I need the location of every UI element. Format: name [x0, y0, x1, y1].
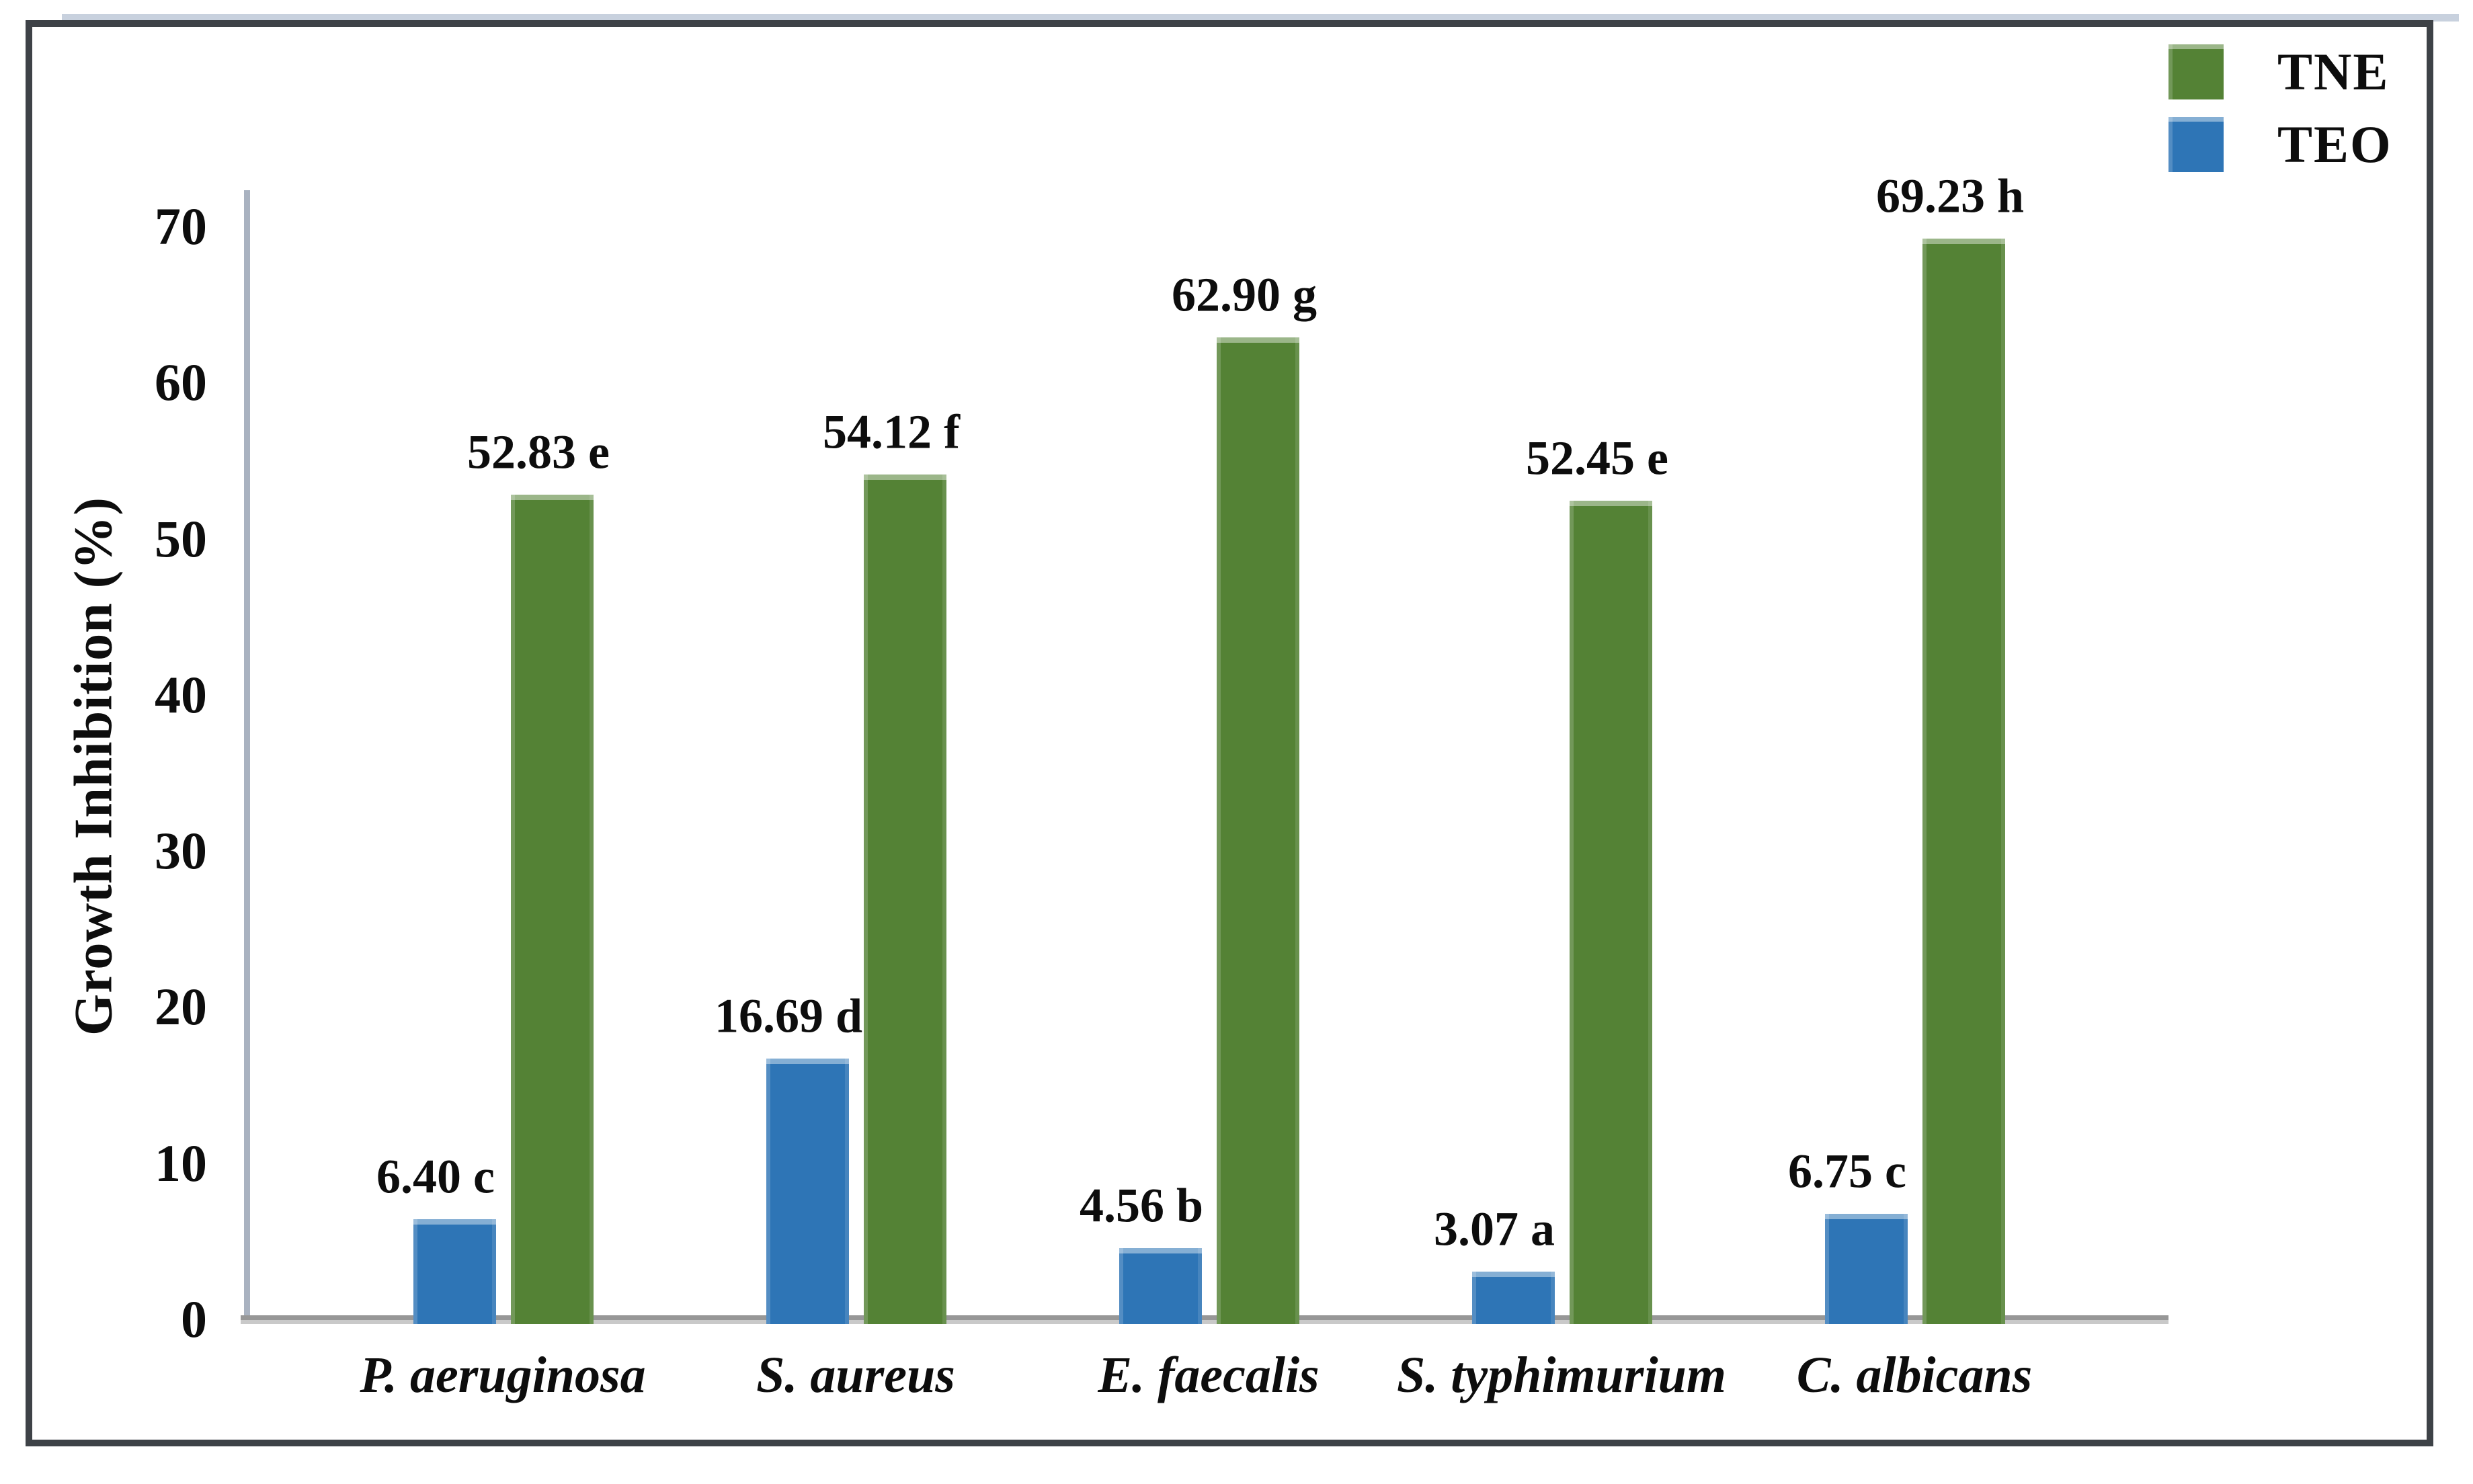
y-tick-label: 30: [155, 821, 207, 880]
y-tick-label: 0: [181, 1290, 207, 1348]
legend-swatch-tne-icon: [2168, 44, 2224, 99]
bar-teo: [1119, 1248, 1202, 1324]
y-tick-label: 70: [155, 197, 207, 255]
category-label: S. aureus: [756, 1347, 955, 1403]
legend-item-teo: TEO: [2168, 117, 2392, 172]
bar-tne: [1569, 500, 1652, 1324]
chart-frame-border: [26, 20, 2433, 1446]
category-label: E. faecalis: [1098, 1347, 1320, 1403]
bar-value-label-tne: 54.12 f: [823, 405, 960, 459]
bar-value-label-teo: 4.56 b: [1079, 1178, 1204, 1233]
x-axis-line: [241, 1315, 2168, 1324]
y-axis-title: Growth Inhibition (%): [64, 497, 124, 1036]
y-tick-label: 50: [155, 509, 207, 568]
bar-teo: [413, 1219, 496, 1324]
bar-tne: [1922, 238, 2005, 1324]
top-strip-decoration: [62, 14, 2459, 22]
bar-value-label-teo: 16.69 d: [714, 989, 863, 1043]
legend-label-teo: TEO: [2277, 115, 2392, 173]
y-tick-label: 60: [155, 353, 207, 412]
bar-tne: [863, 474, 946, 1324]
y-tick-label: 10: [155, 1133, 207, 1192]
bar-teo: [1824, 1214, 1908, 1324]
legend-swatch-teo-icon: [2168, 117, 2224, 172]
bar-value-label-tne: 52.45 e: [1526, 431, 1668, 485]
bar-value-label-tne: 52.83 e: [467, 425, 610, 479]
legend-item-tne: TNE: [2168, 44, 2389, 99]
category-label: C. albicans: [1796, 1347, 2033, 1403]
legend-label-tne: TNE: [2277, 42, 2390, 101]
bar-value-label-tne: 62.90 g: [1172, 267, 1317, 322]
bar-value-label-tne: 69.23 h: [1875, 169, 2025, 223]
bar-teo: [1471, 1271, 1555, 1324]
bar-value-label-teo: 6.75 c: [1788, 1144, 1906, 1198]
y-axis-line: [244, 190, 250, 1323]
bar-tne: [510, 494, 594, 1324]
category-label: P. aeruginosa: [360, 1347, 646, 1403]
y-tick-label: 20: [155, 977, 207, 1036]
bar-value-label-teo: 6.40 c: [376, 1149, 495, 1204]
bar-value-label-teo: 3.07 a: [1434, 1202, 1555, 1256]
bar-tne: [1216, 337, 1299, 1324]
category-label: S. typhimurium: [1397, 1347, 1726, 1403]
bar-teo: [766, 1059, 849, 1324]
y-tick-label: 40: [155, 665, 207, 724]
